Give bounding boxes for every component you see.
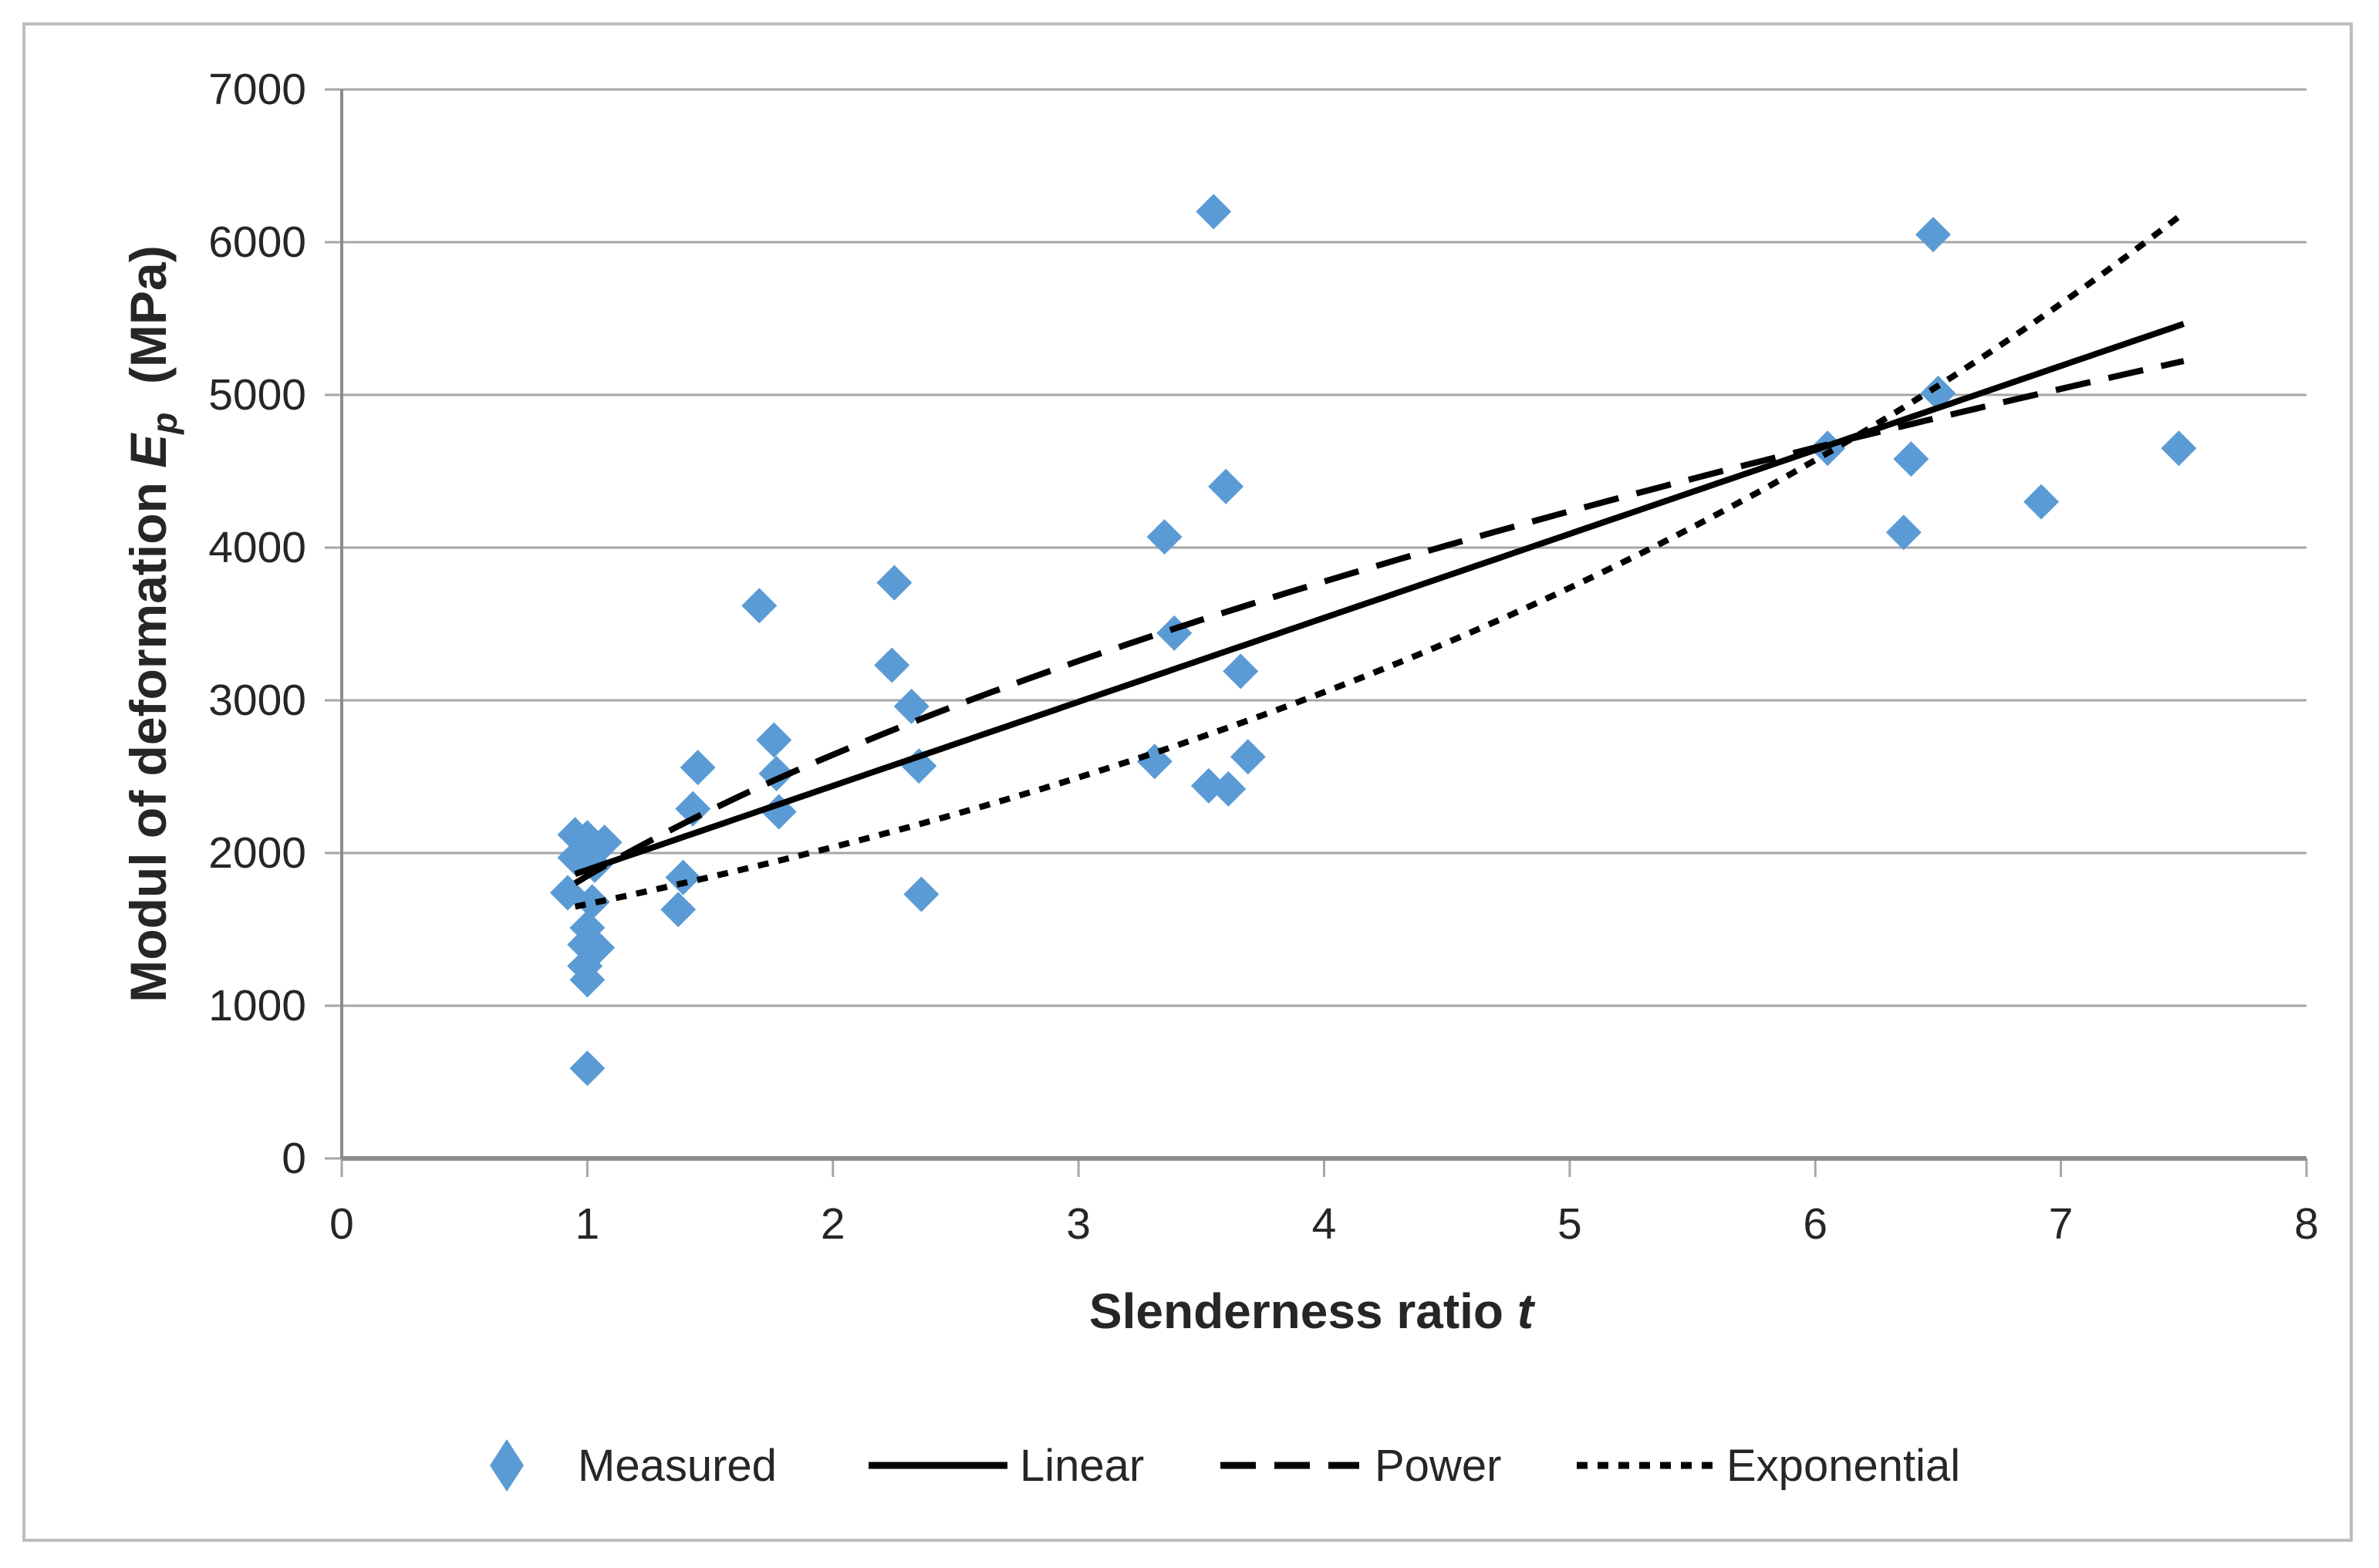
legend-item-linear: Linear xyxy=(869,1441,1144,1491)
data-point xyxy=(680,750,716,786)
legend-item-exponential: Exponential xyxy=(1577,1441,1960,1491)
data-point xyxy=(569,962,606,998)
axis-lines xyxy=(340,89,2306,1161)
data-point xyxy=(1196,194,1232,230)
x-tick-label: 7 xyxy=(2049,1199,2074,1249)
x-tick-labels: 0 1 2 3 4 5 6 7 8 xyxy=(329,1199,2319,1249)
measured-points xyxy=(549,194,2197,1087)
data-point xyxy=(1223,653,1259,690)
y-tick-label: 1000 xyxy=(208,981,306,1030)
trendline-linear xyxy=(574,321,2185,877)
legend-label: Measured xyxy=(578,1441,777,1491)
data-point xyxy=(1915,217,1952,253)
legend-item-measured: Measured xyxy=(490,1439,777,1492)
figure-border xyxy=(22,22,2353,1542)
y-tick-label: 0 xyxy=(282,1134,306,1183)
data-point xyxy=(876,565,913,601)
x-tick-label: 4 xyxy=(1312,1199,1337,1249)
legend-item-power: Power xyxy=(1220,1441,1501,1491)
x-tick-label: 8 xyxy=(2294,1199,2319,1249)
legend-label: Exponential xyxy=(1726,1441,1960,1491)
data-point xyxy=(758,756,795,792)
x-axis-title: Slenderness ratio t xyxy=(1089,1283,1536,1339)
data-point xyxy=(1208,468,1244,504)
y-tick-label: 6000 xyxy=(208,217,306,267)
data-point xyxy=(2023,484,2060,520)
y-tick-label: 3000 xyxy=(208,676,306,725)
legend: Measured Linear Power Exponential xyxy=(490,1439,1960,1492)
trendline-exponential xyxy=(574,210,2186,910)
data-point xyxy=(741,588,778,624)
y-tick-label: 4000 xyxy=(208,523,306,572)
y-tick-label: 5000 xyxy=(208,370,306,420)
legend-label: Linear xyxy=(1020,1441,1144,1491)
data-point xyxy=(893,688,930,724)
trendlines xyxy=(573,210,2186,910)
data-point xyxy=(1893,441,1929,477)
x-tick-label: 0 xyxy=(329,1199,354,1249)
x-tick-label: 1 xyxy=(575,1199,600,1249)
trendline-power xyxy=(573,358,2185,886)
data-point xyxy=(1230,739,1266,775)
x-tick-label: 3 xyxy=(1066,1199,1091,1249)
data-point xyxy=(1885,514,1922,551)
gridlines xyxy=(325,88,2308,1177)
data-point xyxy=(1146,519,1183,555)
data-point xyxy=(756,722,792,758)
x-tick-label: 6 xyxy=(1803,1199,1827,1249)
data-point xyxy=(574,884,610,920)
legend-label: Power xyxy=(1375,1441,1501,1491)
legend-diamond-icon xyxy=(490,1439,524,1492)
data-point xyxy=(569,1050,606,1087)
x-tick-label: 2 xyxy=(821,1199,845,1249)
data-point xyxy=(665,859,701,895)
y-tick-label: 2000 xyxy=(208,828,306,878)
data-point xyxy=(903,876,940,912)
data-point xyxy=(1920,376,1956,412)
data-point xyxy=(1210,771,1247,807)
data-point xyxy=(2161,430,2197,467)
y-tick-labels: 0 1000 2000 3000 4000 5000 6000 7000 xyxy=(208,65,306,1183)
y-tick-label: 7000 xyxy=(208,65,306,114)
y-axis-title: Modul of deformation Ep (MPa) xyxy=(120,245,184,1002)
data-point xyxy=(874,647,910,683)
x-tick-label: 5 xyxy=(1557,1199,1582,1249)
data-point xyxy=(660,892,697,928)
data-point xyxy=(1156,615,1193,651)
